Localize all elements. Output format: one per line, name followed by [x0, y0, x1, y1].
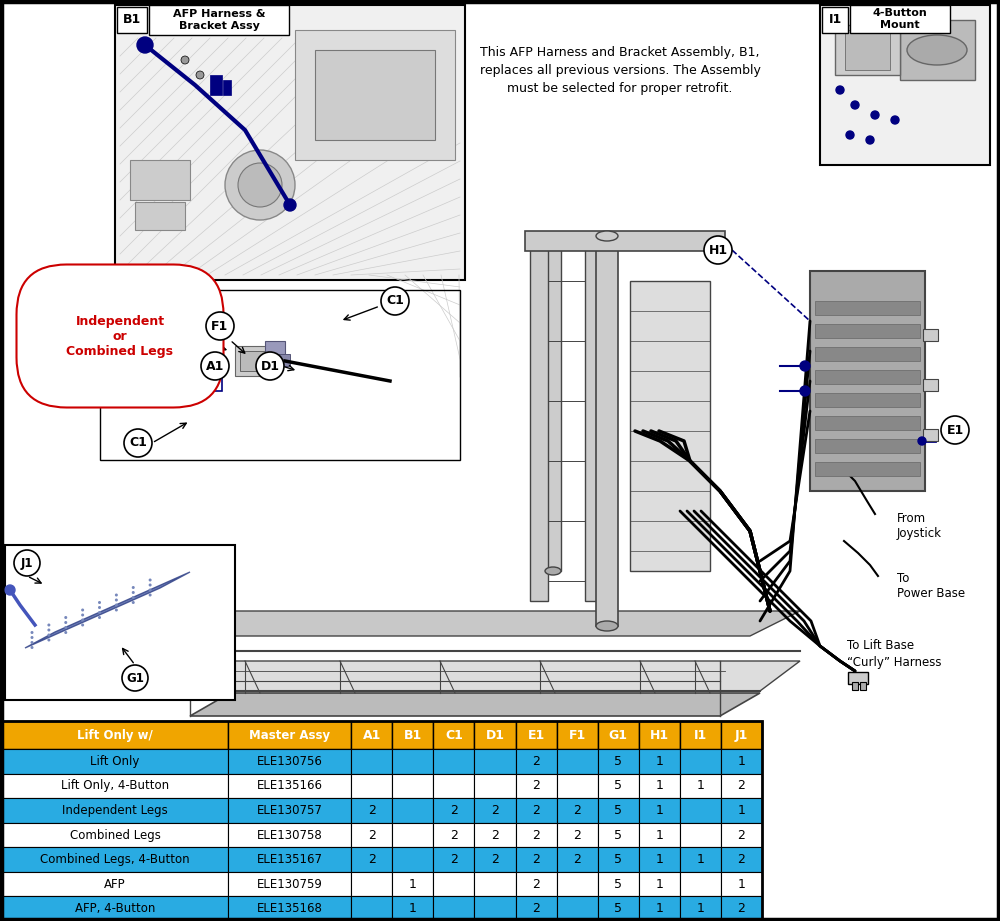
FancyBboxPatch shape	[433, 822, 474, 847]
FancyBboxPatch shape	[680, 872, 721, 896]
FancyBboxPatch shape	[2, 847, 228, 872]
FancyBboxPatch shape	[2, 774, 228, 799]
Text: 2: 2	[573, 829, 581, 842]
FancyBboxPatch shape	[598, 774, 639, 799]
FancyBboxPatch shape	[433, 847, 474, 872]
FancyBboxPatch shape	[474, 774, 516, 799]
FancyBboxPatch shape	[721, 822, 762, 847]
Text: Independent Legs: Independent Legs	[62, 804, 168, 817]
Circle shape	[176, 349, 184, 357]
FancyBboxPatch shape	[815, 370, 920, 384]
FancyBboxPatch shape	[557, 847, 598, 872]
Text: 1: 1	[655, 878, 663, 891]
Circle shape	[122, 665, 148, 691]
FancyBboxPatch shape	[557, 721, 598, 749]
FancyBboxPatch shape	[557, 896, 598, 921]
Text: D1: D1	[260, 359, 280, 372]
FancyBboxPatch shape	[392, 822, 433, 847]
FancyBboxPatch shape	[228, 749, 351, 774]
Polygon shape	[155, 611, 800, 636]
Text: ELE130757: ELE130757	[257, 804, 323, 817]
FancyBboxPatch shape	[474, 872, 516, 896]
Circle shape	[81, 613, 84, 616]
Text: 2: 2	[738, 853, 745, 866]
Text: 1: 1	[738, 755, 745, 768]
Circle shape	[47, 628, 50, 632]
Ellipse shape	[907, 35, 967, 65]
Circle shape	[891, 116, 899, 124]
Circle shape	[64, 616, 67, 619]
FancyBboxPatch shape	[474, 799, 516, 822]
Ellipse shape	[545, 237, 561, 245]
Circle shape	[81, 609, 84, 612]
FancyBboxPatch shape	[639, 847, 680, 872]
Text: ELE135167: ELE135167	[257, 853, 323, 866]
Text: I1: I1	[694, 729, 707, 741]
Ellipse shape	[596, 231, 618, 241]
Ellipse shape	[545, 567, 561, 575]
Text: 2: 2	[573, 853, 581, 866]
Text: C1: C1	[386, 295, 404, 308]
Circle shape	[149, 584, 152, 587]
FancyBboxPatch shape	[598, 749, 639, 774]
FancyBboxPatch shape	[2, 872, 228, 896]
Text: 1: 1	[655, 779, 663, 792]
Circle shape	[256, 352, 284, 380]
Circle shape	[836, 86, 844, 94]
Circle shape	[381, 287, 409, 315]
FancyBboxPatch shape	[228, 774, 351, 799]
FancyBboxPatch shape	[474, 896, 516, 921]
Text: 1: 1	[655, 804, 663, 817]
FancyBboxPatch shape	[351, 896, 392, 921]
Circle shape	[866, 136, 874, 144]
FancyBboxPatch shape	[516, 872, 557, 896]
FancyBboxPatch shape	[585, 241, 603, 601]
Text: A1: A1	[363, 729, 381, 741]
Circle shape	[149, 593, 152, 597]
Text: This AFP Harness and Bracket Assembly, B1,
replaces all previous versions. The A: This AFP Harness and Bracket Assembly, B…	[480, 46, 760, 96]
Circle shape	[201, 352, 229, 380]
FancyBboxPatch shape	[598, 896, 639, 921]
Text: F1: F1	[211, 320, 229, 332]
Text: 1: 1	[738, 878, 745, 891]
Text: 2: 2	[738, 829, 745, 842]
FancyBboxPatch shape	[392, 847, 433, 872]
Polygon shape	[25, 572, 190, 648]
Ellipse shape	[596, 621, 618, 631]
Circle shape	[64, 626, 67, 629]
Circle shape	[115, 609, 118, 612]
FancyBboxPatch shape	[516, 749, 557, 774]
Text: 2: 2	[532, 853, 540, 866]
Circle shape	[30, 636, 34, 639]
Circle shape	[81, 619, 84, 622]
Circle shape	[30, 641, 34, 644]
Text: B1: B1	[123, 14, 141, 27]
FancyBboxPatch shape	[516, 896, 557, 921]
Circle shape	[14, 550, 40, 576]
Text: ELE130758: ELE130758	[257, 829, 322, 842]
FancyBboxPatch shape	[2, 749, 228, 774]
FancyBboxPatch shape	[680, 799, 721, 822]
FancyBboxPatch shape	[639, 872, 680, 896]
FancyBboxPatch shape	[815, 393, 920, 407]
Text: 1: 1	[409, 903, 417, 915]
Text: G1: G1	[126, 671, 144, 684]
Circle shape	[846, 131, 854, 139]
FancyBboxPatch shape	[557, 822, 598, 847]
FancyBboxPatch shape	[848, 672, 868, 684]
Text: 1: 1	[696, 779, 704, 792]
FancyBboxPatch shape	[815, 439, 920, 453]
Text: ELE130759: ELE130759	[257, 878, 323, 891]
FancyBboxPatch shape	[165, 348, 181, 378]
FancyBboxPatch shape	[223, 80, 231, 95]
FancyBboxPatch shape	[168, 355, 178, 371]
Circle shape	[30, 631, 34, 634]
FancyBboxPatch shape	[721, 749, 762, 774]
FancyBboxPatch shape	[474, 749, 516, 774]
FancyBboxPatch shape	[265, 341, 285, 356]
Text: H1: H1	[708, 243, 728, 257]
Text: ELE135166: ELE135166	[257, 779, 323, 792]
FancyBboxPatch shape	[392, 872, 433, 896]
FancyBboxPatch shape	[130, 160, 190, 200]
